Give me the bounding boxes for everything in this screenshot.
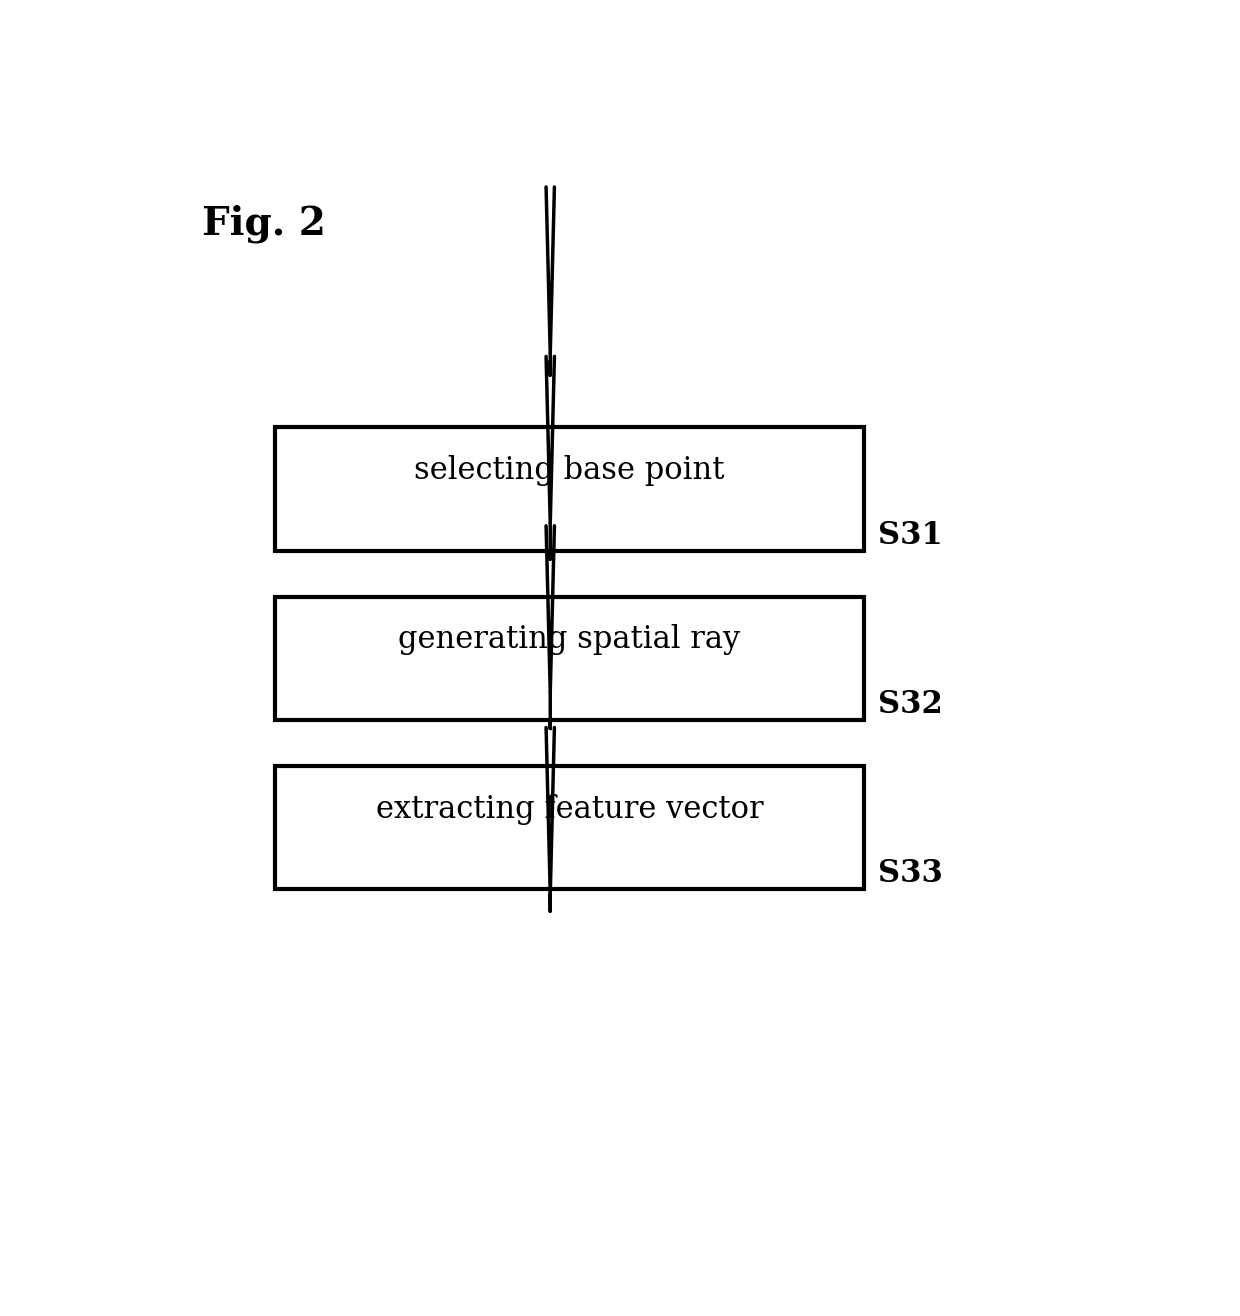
- Text: S31: S31: [878, 520, 942, 550]
- Text: S32: S32: [878, 690, 942, 720]
- Text: generating spatial ray: generating spatial ray: [398, 624, 740, 655]
- Bar: [275, 597, 864, 720]
- Text: Fig. 2: Fig. 2: [201, 204, 325, 242]
- Text: extracting feature vector: extracting feature vector: [376, 794, 764, 825]
- Bar: [275, 766, 864, 890]
- Bar: [275, 428, 864, 550]
- Text: S33: S33: [878, 858, 942, 890]
- Text: selecting base point: selecting base point: [414, 455, 725, 486]
